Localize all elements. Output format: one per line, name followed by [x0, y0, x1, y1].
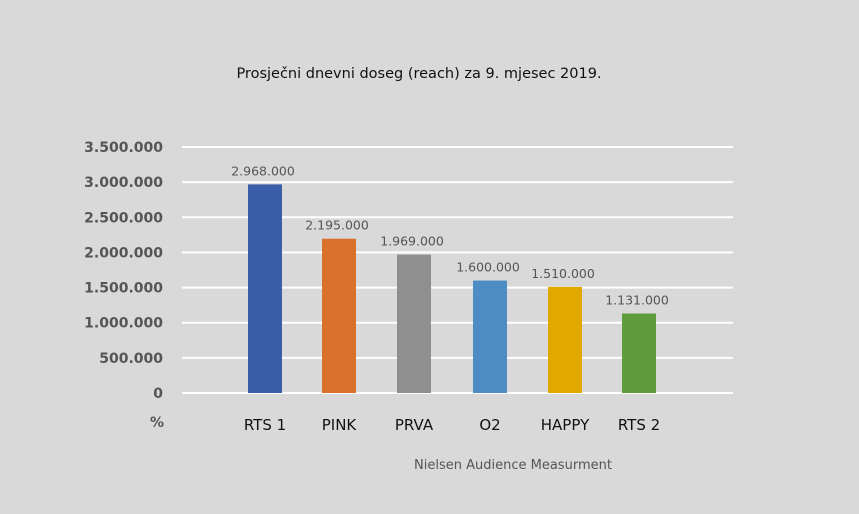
x-tick-label: O2: [479, 416, 500, 434]
data-labels: 2.968.000 2.195.000 1.969.000 1.600.000 1.51…: [231, 163, 669, 307]
bar: [622, 313, 656, 393]
bar: [473, 280, 507, 393]
x-tick-label: PRVA: [395, 416, 434, 434]
y-tick-label: 0: [153, 386, 163, 402]
data-label: 1.600.000: [456, 260, 520, 275]
y-tick-label: 3.500.000: [84, 140, 163, 156]
x-tick-label: RTS 1: [244, 416, 286, 434]
data-label: 1.510.000: [531, 266, 595, 281]
data-label: 2.195.000: [305, 218, 369, 233]
source-note: Nielsen Audience Measurment: [414, 458, 612, 473]
y-tick-label: 2.000.000: [84, 245, 163, 261]
chart-title: Prosječni dnevni doseg (reach) za 9. mje…: [236, 66, 601, 82]
data-label: 1.131.000: [605, 293, 669, 308]
x-tick-label: HAPPY: [541, 416, 590, 434]
y-axis-ticks: 0 500.000 1.000.000 1.500.000 2.000.000 2.500…: [84, 140, 163, 402]
bars: [248, 184, 656, 393]
y-tick-label: 3.000.000: [84, 175, 163, 191]
y-tick-label: 2.500.000: [84, 210, 163, 226]
y-tick-label: 1.000.000: [84, 316, 163, 332]
y-tick-label: 500.000: [99, 351, 163, 367]
bar: [397, 254, 431, 393]
data-label: 1.969.000: [380, 234, 444, 249]
x-tick-label: PINK: [322, 416, 358, 434]
data-label: 2.968.000: [231, 163, 295, 178]
x-tick-label: RTS 2: [618, 416, 660, 434]
bar: [548, 286, 582, 393]
y-axis-label: %: [150, 415, 164, 431]
bar: [248, 184, 282, 393]
y-tick-label: 1.500.000: [84, 281, 163, 297]
x-axis-ticks: RTS 1 PINK PRVA O2 HAPPY RTS 2: [244, 416, 660, 434]
bar: [322, 238, 356, 393]
